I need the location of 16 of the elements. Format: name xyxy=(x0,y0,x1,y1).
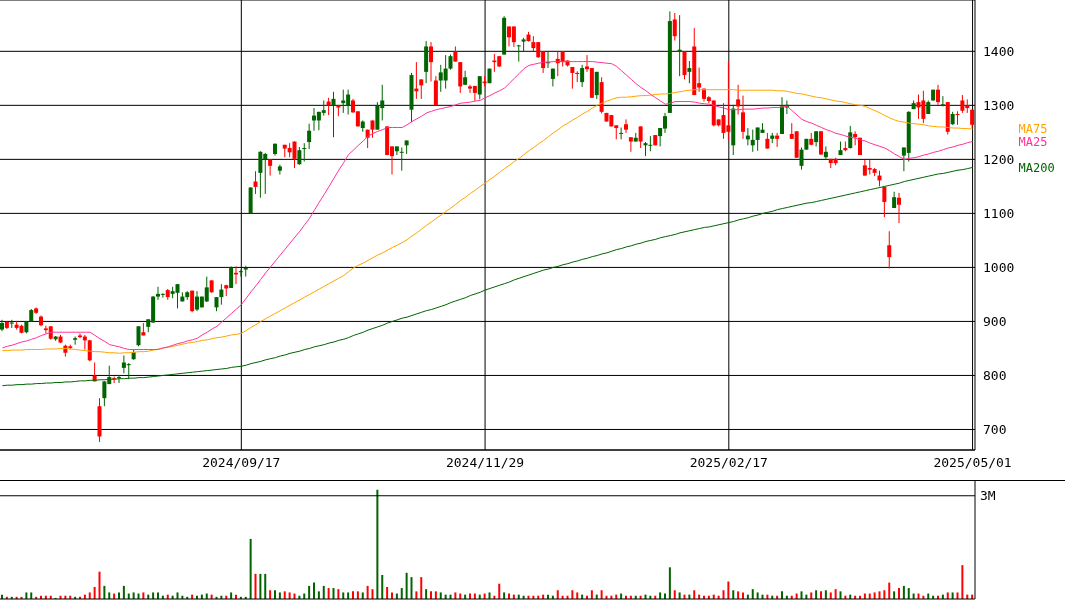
x-tick-label: 2025/05/01 xyxy=(933,455,1012,471)
text: MA200 xyxy=(1018,160,1055,175)
x-tick-label: 2024/11/29 xyxy=(445,455,525,471)
y-tick-label: 700 xyxy=(983,422,1007,438)
y-tick-label: 1100 xyxy=(983,206,1015,221)
y-tick-label: 1000 xyxy=(983,260,1015,276)
ref-line-label: 3M xyxy=(980,488,996,504)
x-tick-label: 2024/09/17 xyxy=(202,455,281,471)
y-tick-label: 900 xyxy=(983,314,1007,330)
y-tick-label: 1200 xyxy=(983,151,1015,167)
y-tick-label: 1300 xyxy=(983,97,1015,113)
text: MA25 xyxy=(1018,134,1048,149)
text: MA75 xyxy=(1018,122,1048,137)
x-tick-label: 2025/02/17 xyxy=(689,455,768,471)
y-tick-label: 1400 xyxy=(983,43,1015,59)
y-tick-label: 800 xyxy=(983,368,1007,384)
